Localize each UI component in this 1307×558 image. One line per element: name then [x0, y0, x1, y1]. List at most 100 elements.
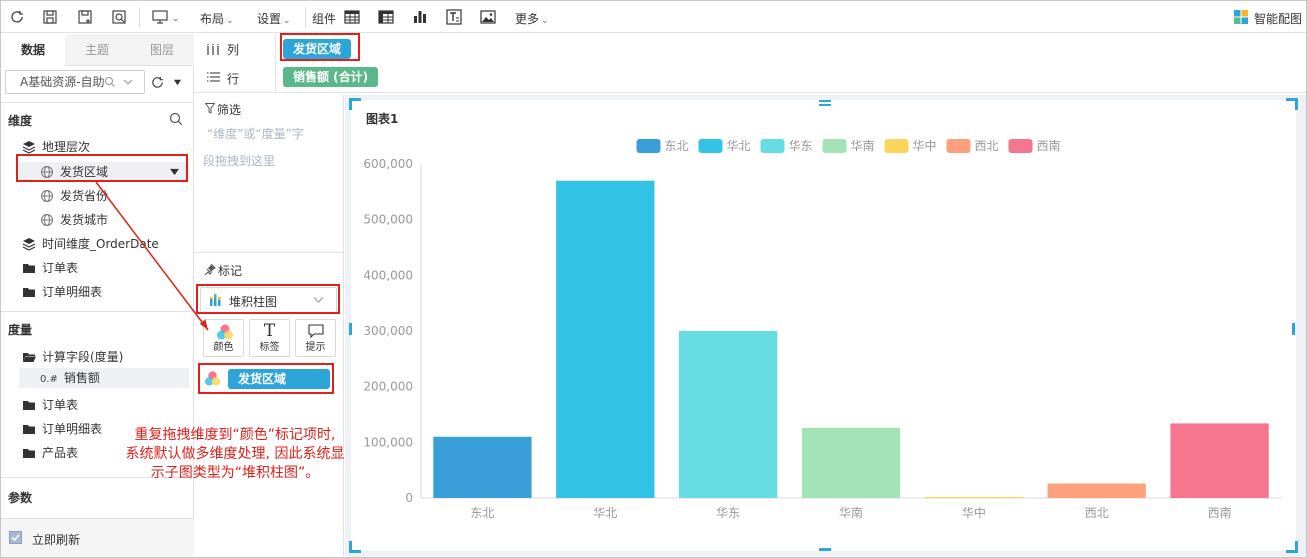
dimension-geo-hierarchy[interactable]: 地理层次	[22, 137, 90, 157]
filter-drop-zone[interactable]	[203, 125, 336, 245]
search-icon[interactable]	[169, 112, 183, 126]
folder-icon	[23, 425, 35, 434]
measure-calc-field[interactable]: 计算字段(度量)	[22, 347, 123, 367]
divider	[1, 477, 194, 478]
legend-label: 华南	[851, 138, 875, 153]
filter-hint-line1: “维度”或“度量”字	[207, 127, 304, 141]
dimension-ship-province[interactable]: 发货省份	[40, 186, 108, 206]
measure-order-table[interactable]: 订单表	[22, 395, 78, 415]
datasource-select[interactable]: A基础资源-自助	[5, 70, 145, 94]
pin-icon	[204, 263, 216, 275]
color-icon	[217, 324, 233, 340]
divider	[1, 311, 194, 312]
dimension-ship-city[interactable]: 发货城市	[40, 210, 108, 230]
legend-swatch-西南	[1008, 139, 1033, 153]
cross-table-icon[interactable]	[378, 9, 394, 25]
auto-refresh-label[interactable]: 立即刷新	[32, 533, 81, 547]
divider	[1, 518, 194, 519]
highlight-column-pill	[280, 33, 360, 61]
divider	[275, 34, 276, 64]
resize-handle[interactable]	[1286, 98, 1298, 110]
x-tick-label: 华北	[593, 506, 617, 520]
measure-sales[interactable]: 0.# 销售额	[19, 368, 189, 388]
globe-icon	[41, 166, 53, 178]
mark-label-button[interactable]: T 标签	[249, 319, 290, 357]
annotation-line2: 系统默认做多维度处理, 因此系统显	[125, 446, 345, 462]
annotation-text: 重复拖拽维度到“颜色”标记项时, 系统默认做多维度处理, 因此系统显 示子图类型…	[104, 426, 366, 483]
y-tick-label: 400,000	[363, 268, 413, 282]
color-field-pill[interactable]: 发货区域	[228, 369, 330, 389]
toolbar-separator	[139, 7, 140, 27]
resize-handle[interactable]	[349, 541, 361, 553]
chevron-down-icon[interactable]	[123, 77, 133, 87]
bar-chart: 0 100,000 200,000 300,000 400,000 500,000 600,…	[363, 138, 1281, 520]
layers-icon	[22, 238, 36, 251]
drag-handle-icon[interactable]	[819, 100, 831, 106]
monitor-dropdown-caret[interactable]: ⌄	[172, 14, 180, 24]
folder-icon	[23, 288, 35, 297]
x-tick-label: 华东	[716, 506, 740, 520]
resize-handle[interactable]	[349, 323, 352, 335]
resize-handle[interactable]	[1286, 541, 1298, 553]
save-icon[interactable]	[42, 9, 58, 25]
bar-华北	[556, 180, 655, 498]
bar-华东	[679, 331, 778, 498]
bar-华中	[924, 496, 1023, 498]
table-icon[interactable]	[344, 9, 360, 25]
dimension-order-detail-table[interactable]: 订单明细表	[22, 282, 102, 302]
column-shelf: 列 发货区域	[195, 34, 1306, 64]
column-pill-ship-region[interactable]: 发货区域	[283, 39, 352, 59]
y-tick-label: 600,000	[363, 157, 413, 171]
resize-handle[interactable]	[1292, 323, 1295, 335]
image-icon[interactable]	[480, 9, 496, 25]
component-label: 组件	[312, 12, 337, 26]
mark-label-label: 标签	[259, 342, 280, 353]
search-icon[interactable]	[104, 76, 116, 88]
preview-icon[interactable]	[111, 9, 127, 25]
tab-layers[interactable]: 图层	[149, 43, 174, 57]
monitor-icon[interactable]	[152, 9, 168, 25]
checkbox-checked-icon[interactable]	[9, 531, 22, 544]
legend-swatch-华东	[760, 139, 785, 153]
stacked-bar-icon	[210, 294, 221, 306]
highlight-color-field	[198, 363, 334, 394]
bar-chart-icon[interactable]	[412, 9, 428, 25]
legend-label: 东北	[665, 139, 689, 153]
dimension-ship-region[interactable]: 发货区域	[19, 162, 189, 182]
resize-handle[interactable]	[819, 548, 831, 551]
dimension-time-orderdate[interactable]: 时间维度_OrderDate	[22, 234, 159, 254]
save-as-icon[interactable]	[77, 9, 93, 25]
x-tick-label: 西北	[1085, 506, 1109, 520]
tab-theme[interactable]: 主题	[84, 43, 109, 57]
layout-menu[interactable]: 布局 ⌄	[200, 12, 234, 26]
row-shelf: 行 销售额 (合计)	[195, 63, 1306, 93]
resize-handle[interactable]	[349, 98, 361, 110]
bar-西南	[1170, 423, 1269, 498]
measure-order-detail-table[interactable]: 订单明细表	[22, 419, 102, 439]
toolbar: ⌄ 布局 ⌄ 设置 ⌄ 组件 更多 ⌄ 智能配图	[1, 1, 1306, 33]
refresh-icon[interactable]	[9, 9, 25, 25]
param-title: 参数	[8, 491, 33, 505]
text-box-icon[interactable]	[446, 9, 462, 25]
more-menu[interactable]: 更多 ⌄	[515, 12, 549, 26]
measure-product-table[interactable]: 产品表	[22, 443, 78, 463]
row-pill-sales-sum[interactable]: 销售额 (合计)	[283, 67, 379, 87]
divider	[195, 252, 343, 253]
dimension-order-table[interactable]: 订单表	[22, 258, 78, 278]
caret-down-icon[interactable]	[170, 168, 179, 176]
mark-color-button[interactable]: 颜色	[203, 319, 244, 357]
folder-icon	[23, 401, 35, 410]
y-tick-label: 200,000	[363, 380, 413, 394]
row-icon	[207, 72, 220, 82]
legend-swatch-东北	[636, 139, 661, 153]
smart-chart-icon[interactable]	[1233, 9, 1249, 25]
folder-icon	[23, 264, 35, 273]
caret-down-icon[interactable]	[173, 78, 182, 87]
settings-menu[interactable]: 设置 ⌄	[257, 12, 291, 26]
tab-data[interactable]: 数据	[1, 34, 65, 67]
smart-chart-button[interactable]: 智能配图	[1254, 12, 1303, 26]
refresh-datasource-icon[interactable]	[150, 75, 165, 90]
color-icon	[204, 371, 221, 386]
toolbar-separator	[305, 7, 306, 27]
mark-tooltip-button[interactable]: 提示	[295, 319, 336, 357]
